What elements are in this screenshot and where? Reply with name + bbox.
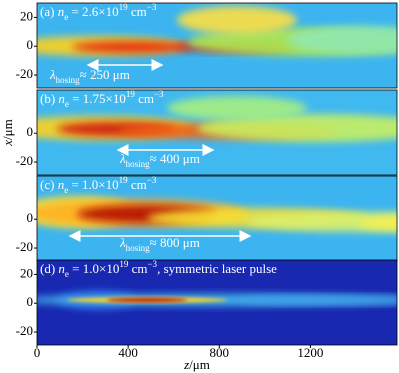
heatmap-feature bbox=[72, 41, 192, 53]
text-part: hosing bbox=[126, 243, 151, 253]
text-part: 19 bbox=[119, 2, 129, 12]
text-part: = 2.6×10 bbox=[68, 4, 118, 19]
text-part: (a) bbox=[40, 4, 58, 19]
text-part: n bbox=[58, 91, 65, 106]
heatmap-feature bbox=[357, 215, 397, 231]
text-part: = 1.0×10 bbox=[68, 177, 118, 192]
text-part: n bbox=[58, 4, 65, 19]
label: (b) ne = 1.75×1019 cm−3 bbox=[40, 89, 164, 109]
text-part: , symmetric laser pulse bbox=[157, 261, 277, 276]
text-part: ≈ 400 μm bbox=[150, 151, 200, 166]
text-part: 19 bbox=[126, 89, 136, 99]
y-tick-label: 20 bbox=[20, 265, 33, 280]
text-part: cm bbox=[128, 261, 147, 276]
y-tick-label: -20 bbox=[16, 66, 33, 81]
heatmap-feature bbox=[247, 212, 397, 232]
panel-frame bbox=[36, 2, 398, 89]
text-part: cm bbox=[128, 4, 147, 19]
text-part: ≈ 250 μm bbox=[80, 67, 130, 82]
text-part: hosing bbox=[126, 159, 151, 169]
text-part: 19 bbox=[119, 175, 129, 185]
x-tick-label: 400 bbox=[118, 345, 138, 360]
label: (c) ne = 1.0×1019 cm−3 bbox=[40, 175, 157, 195]
heatmap bbox=[37, 176, 397, 261]
heatmap-feature bbox=[167, 96, 307, 120]
label: z/μm bbox=[183, 357, 210, 372]
panel: 200-20(d) ne = 1.0×1019 cm−3, symmetric … bbox=[16, 259, 398, 372]
text-part: e bbox=[64, 185, 68, 195]
heatmap bbox=[37, 3, 397, 88]
heatmap-feature bbox=[237, 296, 397, 304]
text-part: λ bbox=[119, 151, 126, 166]
text-part: ≈ 800 μm bbox=[150, 235, 200, 250]
x-tick-label: 1200 bbox=[297, 345, 323, 360]
panel: 0 -20 (c) ne = 1.0×1019 cm−3 λhosing≈ 800 μ… bbox=[16, 175, 398, 262]
text-part: 19 bbox=[119, 259, 129, 269]
panel: 0 -20 (b) ne = 1.75×1019 cm−3 λhosing≈ 400 … bbox=[0, 89, 398, 176]
heatmap bbox=[37, 260, 397, 345]
panel-frame bbox=[36, 89, 398, 176]
text-part: λ bbox=[49, 67, 56, 82]
text-part: = 1.75×10 bbox=[69, 91, 126, 106]
heatmap-feature bbox=[287, 26, 397, 54]
text-part: (d) bbox=[40, 261, 58, 276]
text-part: = 1.0×10 bbox=[69, 261, 119, 276]
y-tick-label: 0 bbox=[27, 37, 34, 52]
text-part: −3 bbox=[147, 175, 157, 185]
text-part: e bbox=[65, 99, 69, 109]
text-part: −3 bbox=[147, 259, 157, 269]
heatmap-feature bbox=[177, 6, 297, 34]
y-tick-label: -20 bbox=[16, 239, 33, 254]
text-part: /μm bbox=[189, 357, 210, 372]
label: λhosing≈ 400 μm bbox=[119, 151, 200, 169]
text-part: cm bbox=[128, 177, 147, 192]
y-tick-label: -20 bbox=[16, 323, 33, 338]
text-part: hosing bbox=[56, 75, 81, 85]
heatmap-feature bbox=[107, 298, 187, 302]
panel: 20 0 -20 (a) ne = 2.6×1019 cm−3 λhosing≈ 250… bbox=[16, 2, 398, 89]
text-part: n bbox=[58, 261, 65, 276]
text-part: e bbox=[64, 12, 68, 22]
text-part: /μm bbox=[0, 119, 15, 140]
y-tick-label: -20 bbox=[16, 153, 33, 168]
text-part: −3 bbox=[154, 89, 164, 99]
text-part: −3 bbox=[147, 2, 157, 12]
y-tick-label: 20 bbox=[20, 8, 33, 23]
text-part: cm bbox=[135, 91, 154, 106]
text-part: λ bbox=[119, 235, 126, 250]
y-tick-label: 0 bbox=[27, 294, 34, 309]
label: (d) ne = 1.0×1019 cm−3, symmetric laser … bbox=[40, 259, 277, 279]
label: x/μm bbox=[0, 119, 15, 146]
heatmap bbox=[37, 90, 397, 175]
heatmap-feature bbox=[197, 114, 397, 142]
y-tick-label: 0 bbox=[27, 210, 34, 225]
x-tick-label: 800 bbox=[210, 345, 230, 360]
text-part: z bbox=[183, 357, 189, 372]
y-tick-label: 0 bbox=[27, 124, 34, 139]
label: λhosing≈ 800 μm bbox=[119, 235, 200, 253]
text-part: (c) bbox=[40, 177, 58, 192]
label: λhosing≈ 250 μm bbox=[49, 67, 130, 85]
x-tick-label: 0 bbox=[34, 345, 41, 360]
text-part: x bbox=[0, 140, 15, 147]
text-part: e bbox=[65, 269, 69, 279]
text-part: n bbox=[58, 177, 65, 192]
label: (a) ne = 2.6×1019 cm−3 bbox=[40, 2, 157, 22]
text-part: (b) bbox=[40, 91, 58, 106]
panel-frame bbox=[36, 259, 398, 346]
